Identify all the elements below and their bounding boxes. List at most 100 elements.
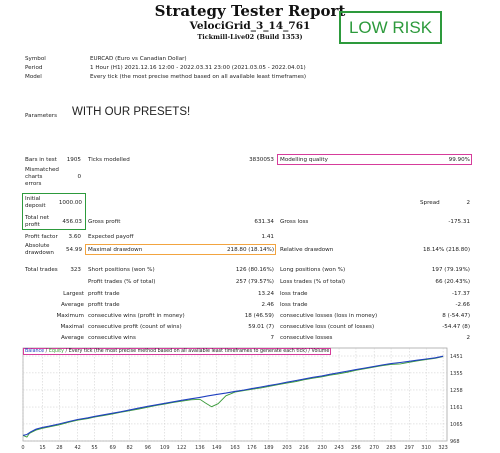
mismatched-label: Mismatched charts errors	[25, 167, 59, 187]
legend-volume: Volume	[311, 349, 330, 354]
model-value: Every tick (the most precise method base…	[90, 74, 307, 80]
x-tick-label: 96	[145, 445, 151, 451]
net-value: 456.03	[62, 219, 82, 225]
avg-wins-value: 7	[270, 335, 274, 341]
max-wins-label: consecutive wins (profit in money)	[88, 313, 185, 319]
x-tick-label: 15	[39, 445, 45, 451]
average-label: Average	[61, 302, 84, 308]
gross-loss-label: Gross loss	[280, 219, 309, 225]
long-label: Long positions (won %)	[280, 267, 346, 273]
expert-name: VelociGrid_3_14_761	[189, 20, 311, 32]
y-tick-label: 1161	[450, 405, 463, 411]
avg-wins-label: consecutive wins	[88, 335, 136, 341]
gross-profit-label: Gross profit	[88, 219, 121, 225]
report-title: Strategy Tester Report	[154, 2, 346, 20]
initial-value: 1000.00	[58, 200, 82, 206]
parameters-label: Parameters	[25, 113, 58, 119]
y-tick-label: 968	[450, 439, 460, 445]
maximum-label: Maximum	[56, 313, 84, 319]
low-risk-badge: LOW RISK	[339, 11, 442, 44]
x-tick-label: 136	[195, 445, 205, 451]
avg-losses-label: consecutive losses	[280, 335, 333, 341]
ticks-label: Ticks modelled	[88, 157, 130, 163]
max-losses-value: 8 (-54.47)	[442, 313, 470, 319]
x-tick-label: 310	[421, 445, 431, 451]
average2-label: Average	[61, 335, 84, 341]
pf-value: 3.60	[68, 234, 81, 240]
loss-trades-value: 66 (20.43%)	[435, 279, 470, 285]
x-tick-label: 243	[334, 445, 344, 451]
x-tick-label: 176	[247, 445, 257, 451]
x-tick-label: 0	[21, 445, 24, 451]
y-tick-label: 1355	[450, 371, 463, 377]
avg-loss-value: -2.66	[455, 302, 470, 308]
x-tick-label: 82	[126, 445, 132, 451]
x-tick-label: 203	[282, 445, 292, 451]
legend-equity: Equity	[48, 349, 64, 354]
gross-profit-value: 631.34	[254, 219, 274, 225]
long-value: 197 (79.19%)	[431, 267, 470, 273]
chart-legend: Balance / Equity / Every tick (the most …	[23, 348, 332, 355]
max-drawdown-highlight	[85, 244, 276, 255]
modelling-quality-highlight	[277, 154, 472, 165]
pf-label: Profit factor	[25, 234, 58, 240]
largest-profit-value: 13.24	[257, 291, 274, 297]
spread-value: 2	[466, 200, 470, 206]
x-tick-label: 28	[56, 445, 62, 451]
spread-label: Spread	[420, 200, 440, 206]
deposit-profit-highlight	[22, 193, 86, 230]
initial-label: Initial deposit	[25, 196, 46, 209]
symbol-label: Symbol	[25, 56, 46, 62]
maximal-profit-value: 59.01 (7)	[248, 324, 274, 330]
largest-loss-value: -17.37	[451, 291, 470, 297]
quality-value: 99.90%	[448, 157, 470, 163]
maximal-loss-label: consecutive loss (count of losses)	[280, 324, 375, 330]
gross-loss-value: -175.31	[448, 219, 470, 225]
maximal-label: Maximal	[60, 324, 84, 330]
x-tick-label: 163	[230, 445, 240, 451]
abs-dd-label: Absolute drawdown	[25, 243, 54, 256]
loss-trades-label: Loss trades (% of total)	[280, 279, 346, 285]
ticks-value: 3830053	[249, 157, 274, 163]
mismatched-value: 0	[77, 174, 81, 180]
x-tick-label: 283	[386, 445, 396, 451]
x-tick-label: 256	[351, 445, 361, 451]
x-tick-label: 189	[264, 445, 274, 451]
trades-value: 323	[70, 267, 81, 273]
x-tick-label: 230	[317, 445, 327, 451]
avg-profit-label: profit trade	[88, 302, 120, 308]
max-dd-value: 218.80 (18.14%)	[226, 247, 274, 253]
x-tick-label: 55	[91, 445, 97, 451]
model-label: Model	[25, 74, 42, 80]
short-label: Short positions (won %)	[88, 267, 155, 273]
x-tick-label: 323	[438, 445, 448, 451]
symbol-value: EURCAD (Euro vs Canadian Dollar)	[90, 56, 187, 62]
x-tick-label: 122	[177, 445, 187, 451]
max-wins-value: 18 (46.59)	[244, 313, 274, 319]
short-value: 126 (80.16%)	[235, 267, 274, 273]
x-tick-label: 270	[369, 445, 379, 451]
series-equity-line	[22, 356, 444, 438]
avg-losses-value: 2	[466, 335, 470, 341]
x-tick-label: 69	[110, 445, 116, 451]
max-losses-label: consecutive losses (loss in money)	[280, 313, 378, 319]
balance-equity-chart: 1451 1355 1258 1161 1065 968 0 15 28 42 55 69 82 96 10…	[21, 347, 463, 451]
period-label: Period	[25, 65, 43, 71]
profit-trades-label: Profit trades (% of total)	[88, 279, 156, 285]
largest-label: Largest	[63, 291, 84, 297]
series-balance-line	[22, 355, 444, 436]
legend-balance: Balance	[25, 349, 45, 354]
net-label: Total net profit	[25, 215, 50, 228]
profit-trades-value: 257 (79.57%)	[235, 279, 274, 285]
legend-text: Every tick (the most precise method base…	[68, 349, 307, 354]
max-dd-label: Maximal drawdown	[88, 247, 143, 253]
maximal-loss-value: -54.47 (8)	[442, 324, 470, 330]
y-tick-label: 1065	[450, 422, 463, 428]
payoff-value: 1.41	[261, 234, 274, 240]
maximal-profit-label: consecutive profit (count of wins)	[88, 324, 182, 330]
y-tick-label: 1451	[450, 354, 463, 360]
x-tick-label: 297	[405, 445, 415, 451]
server-build: Tickmill-Live02 (Build 1353)	[197, 33, 303, 41]
avg-loss-label: loss trade	[280, 302, 308, 308]
bars-value: 1905	[66, 157, 81, 163]
